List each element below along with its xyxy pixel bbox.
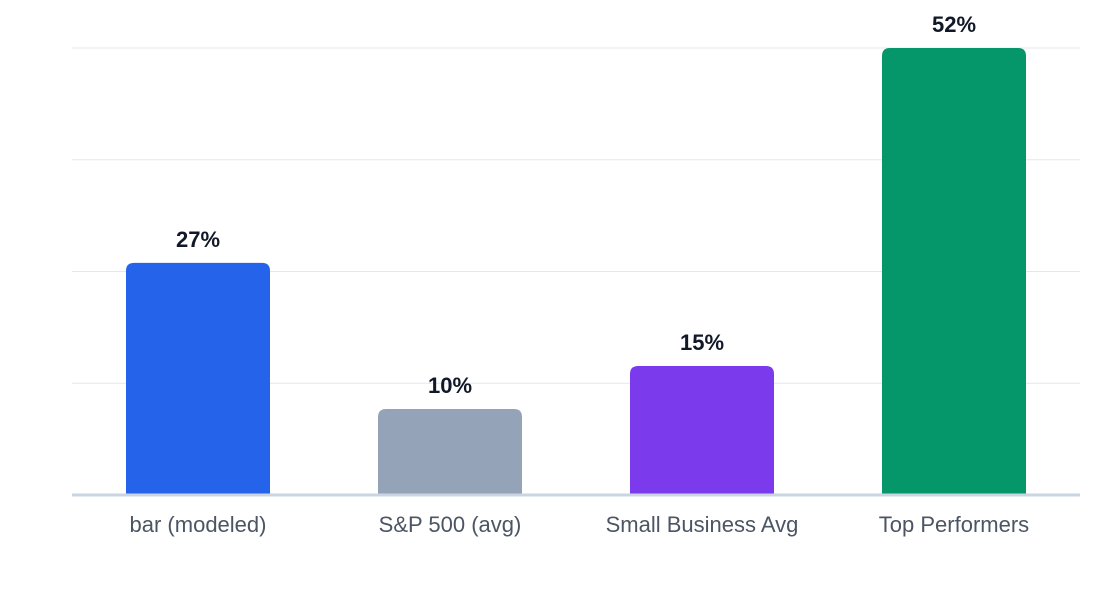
bar-0 (126, 262, 270, 495)
value-labels: 27% 10% 15% 52% (176, 12, 976, 398)
bar-3 (882, 48, 1026, 495)
bars (126, 48, 1026, 495)
bar-1 (378, 409, 522, 495)
value-label-2: 15% (680, 330, 724, 355)
value-label-3: 52% (932, 12, 976, 37)
value-label-1: 10% (428, 373, 472, 398)
bar-2 (630, 366, 774, 495)
category-labels: bar (modeled) S&P 500 (avg) Small Business… (130, 512, 1030, 537)
category-label-1: S&P 500 (avg) (379, 512, 522, 537)
value-label-0: 27% (176, 227, 220, 252)
category-label-2: Small Business Avg (606, 512, 799, 537)
category-label-3: Top Performers (879, 512, 1029, 537)
category-label-0: bar (modeled) (130, 512, 267, 537)
